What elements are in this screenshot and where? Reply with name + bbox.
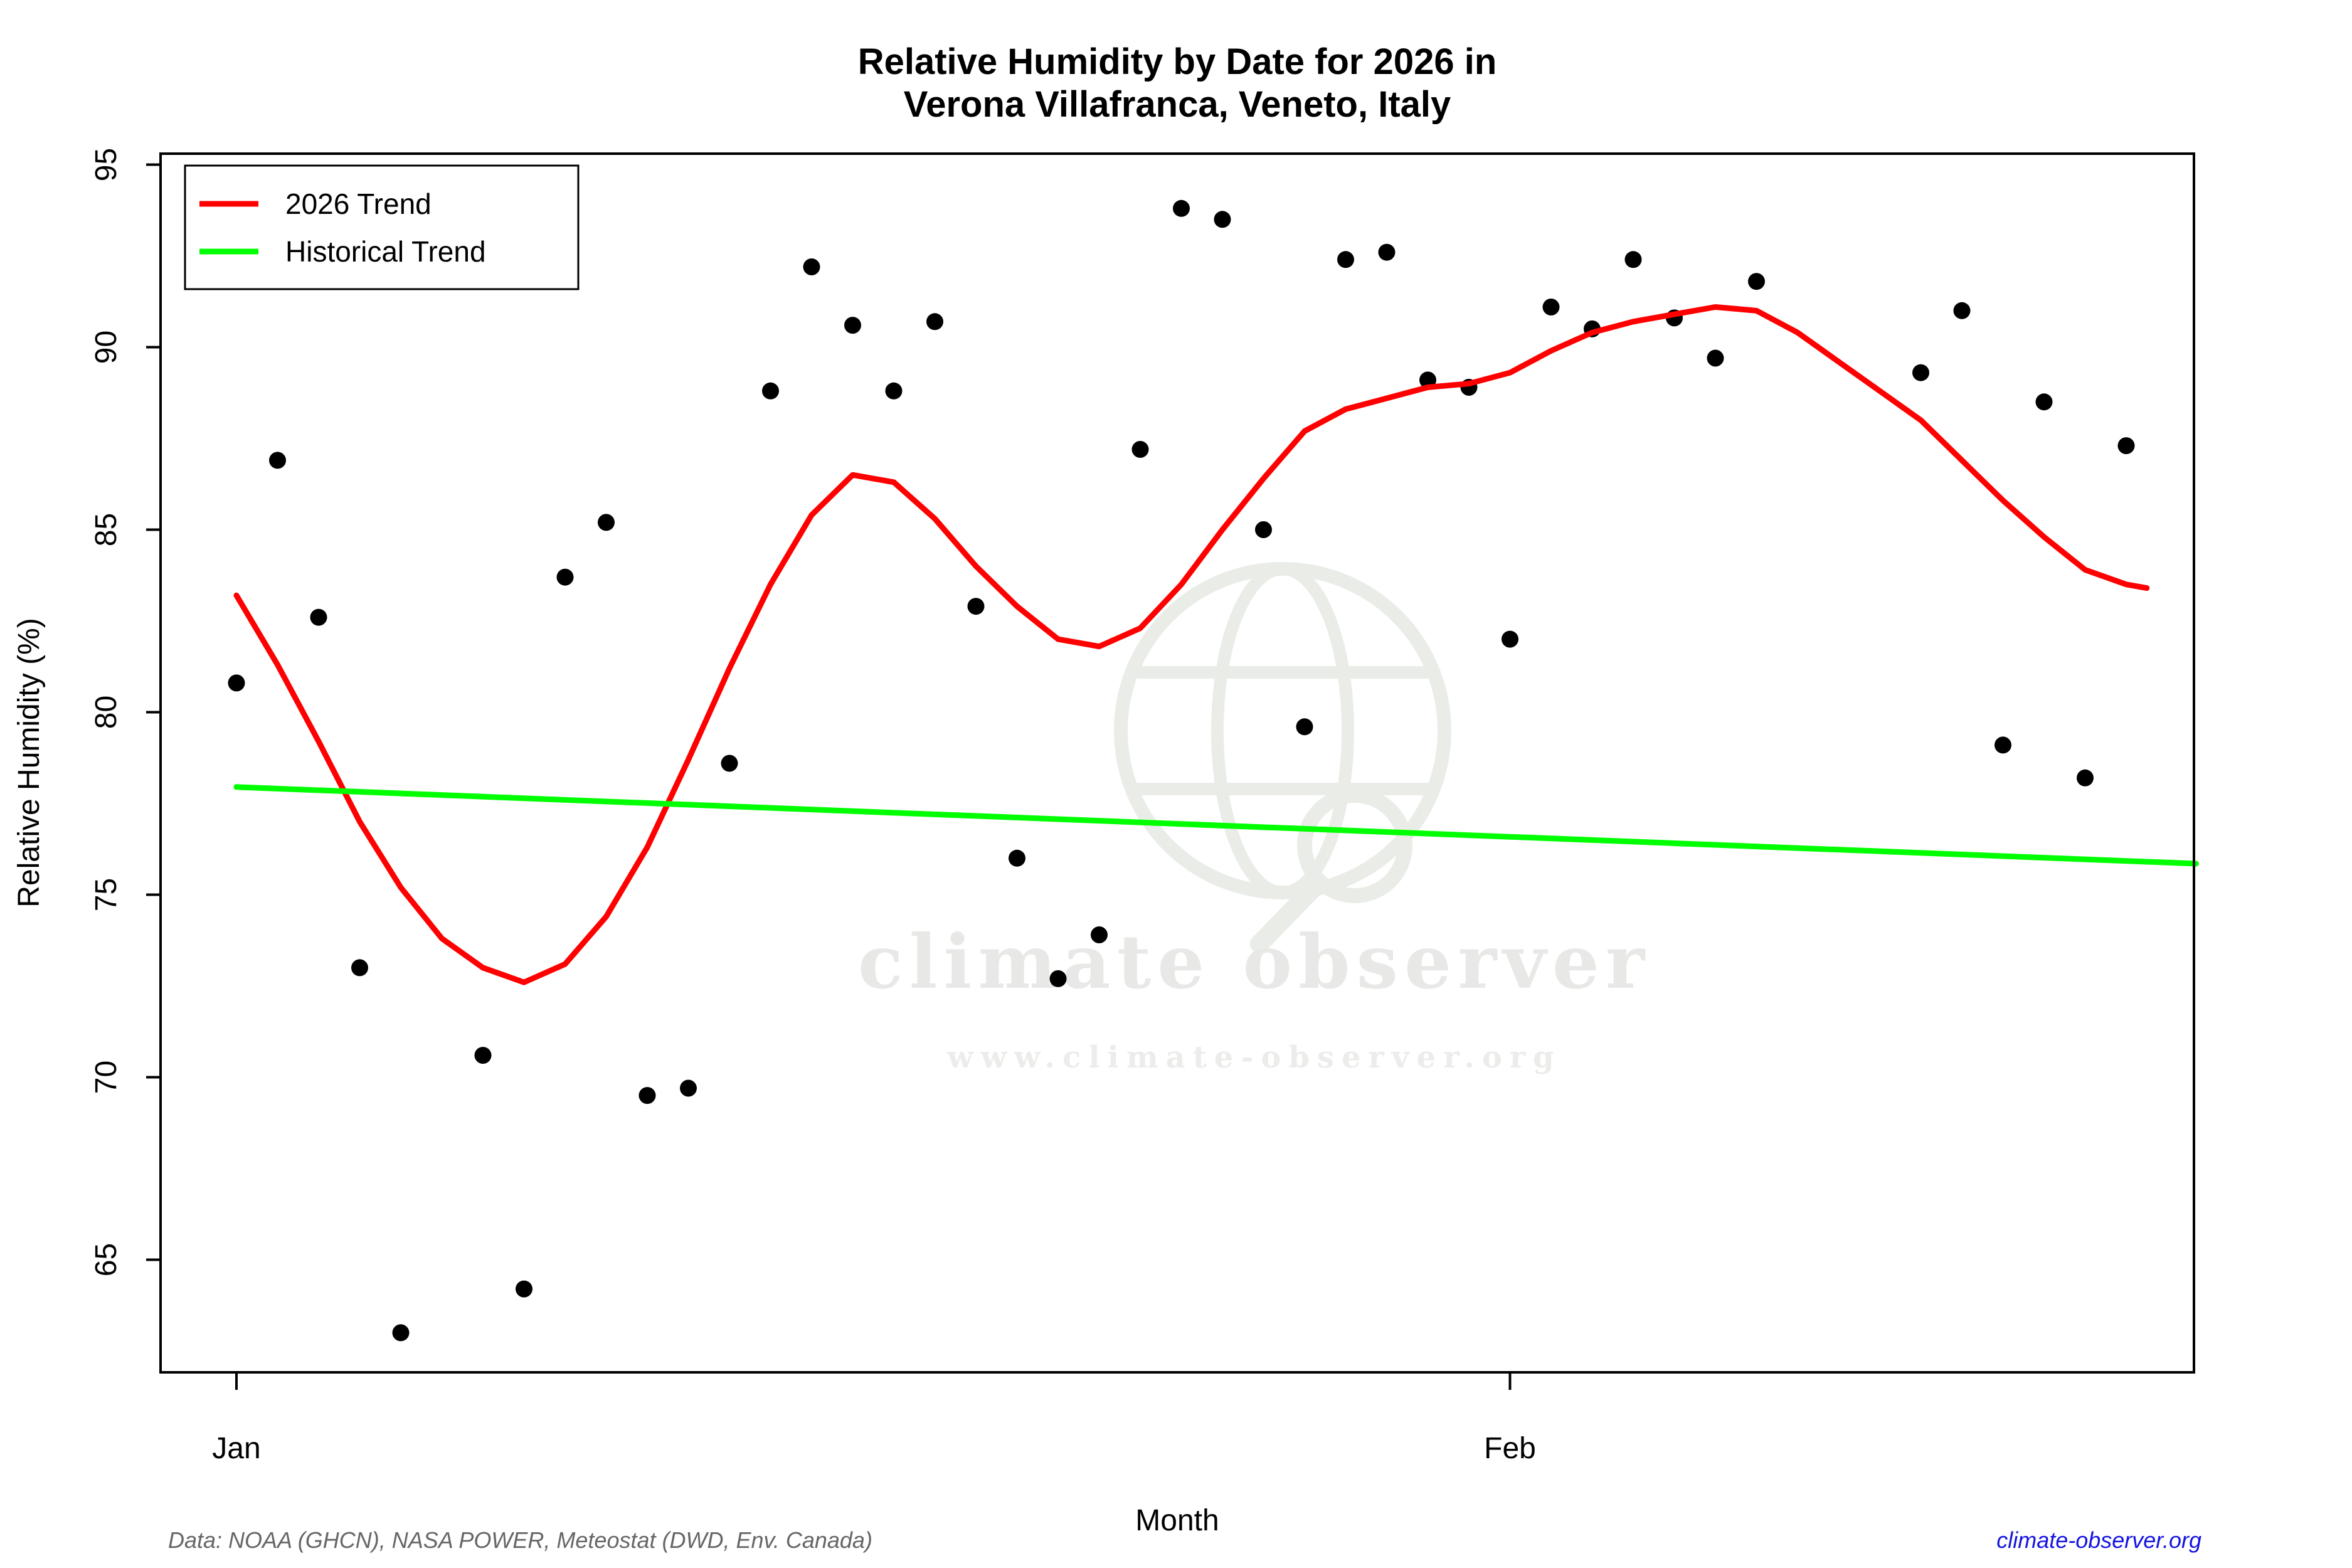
chart-title-line2: Verona Villafranca, Veneto, Italy <box>904 84 1451 125</box>
data-point <box>1707 349 1724 367</box>
data-source-note: Data: NOAA (GHCN), NASA POWER, Meteostat… <box>168 1527 872 1553</box>
legend-label-2026: 2026 Trend <box>285 188 432 220</box>
x-axis-title: Month <box>1135 1504 1219 1537</box>
axis-ticks: 95 90 85 80 75 70 65 Jan Feb <box>90 148 1536 1465</box>
data-point <box>1337 251 1354 268</box>
y-tick-label: 95 <box>90 148 123 181</box>
trend-line-2026 <box>233 304 2150 985</box>
y-tick-label: 65 <box>90 1243 123 1276</box>
legend-box <box>184 164 580 290</box>
data-point <box>1912 364 1929 381</box>
data-point <box>1049 970 1067 987</box>
watermark-text: climate observer <box>858 918 1651 1005</box>
data-point <box>638 1087 656 1104</box>
x-tick-label: Feb <box>1484 1432 1536 1465</box>
data-point <box>310 608 327 626</box>
legend-label-historical: Historical Trend <box>285 235 486 268</box>
data-point <box>2077 769 2094 787</box>
data-point <box>228 674 245 692</box>
data-point <box>1378 243 1396 261</box>
chart-title-line1: Relative Humidity by Date for 2026 in <box>858 41 1497 82</box>
plot-border <box>159 152 2195 1374</box>
data-point <box>1624 251 1642 268</box>
x-tick-label: Jan <box>212 1432 260 1465</box>
data-point <box>721 755 738 772</box>
data-point <box>516 1280 532 1298</box>
data-point <box>1994 736 2011 754</box>
data-point <box>1009 849 1025 867</box>
y-tick-label: 75 <box>90 878 123 911</box>
data-point <box>1255 521 1272 538</box>
data-point <box>762 382 779 400</box>
watermark: climate observer www.climate-observer.or… <box>858 562 1651 1075</box>
data-point <box>1953 302 1971 319</box>
data-point <box>803 258 820 275</box>
data-point <box>474 1047 492 1064</box>
globe-magnifier-icon <box>1114 562 1451 953</box>
data-point <box>556 568 574 586</box>
legend: 2026 Trend Historical Trend <box>184 164 580 290</box>
data-point <box>967 598 985 615</box>
y-tick-label: 80 <box>90 696 123 729</box>
trend-line-historical <box>233 784 2199 867</box>
data-point <box>1542 299 1560 315</box>
data-point <box>1173 199 1190 217</box>
data-point <box>392 1324 410 1342</box>
scatter-points <box>228 199 2135 1342</box>
y-tick-label: 70 <box>90 1061 123 1094</box>
data-point <box>680 1079 697 1097</box>
data-point <box>1748 273 1765 290</box>
data-point <box>844 317 861 334</box>
y-tick-label: 85 <box>90 513 123 546</box>
y-axis-title: Relative Humidity (%) <box>13 618 46 907</box>
data-point <box>885 382 903 400</box>
data-point <box>1131 441 1149 458</box>
data-point <box>598 514 615 531</box>
trend-lines <box>233 304 2199 985</box>
data-point <box>1296 718 1313 736</box>
y-tick-label: 90 <box>90 331 123 364</box>
data-point <box>926 313 943 331</box>
data-point <box>351 959 368 977</box>
data-point <box>2035 393 2053 411</box>
data-point <box>1502 630 1518 648</box>
data-point <box>2117 437 2135 455</box>
data-point <box>1091 926 1108 943</box>
site-link[interactable]: climate-observer.org <box>1996 1527 2201 1553</box>
watermark-url: www.climate-observer.org <box>946 1040 1561 1075</box>
data-point <box>269 452 286 469</box>
data-point <box>1214 211 1231 228</box>
